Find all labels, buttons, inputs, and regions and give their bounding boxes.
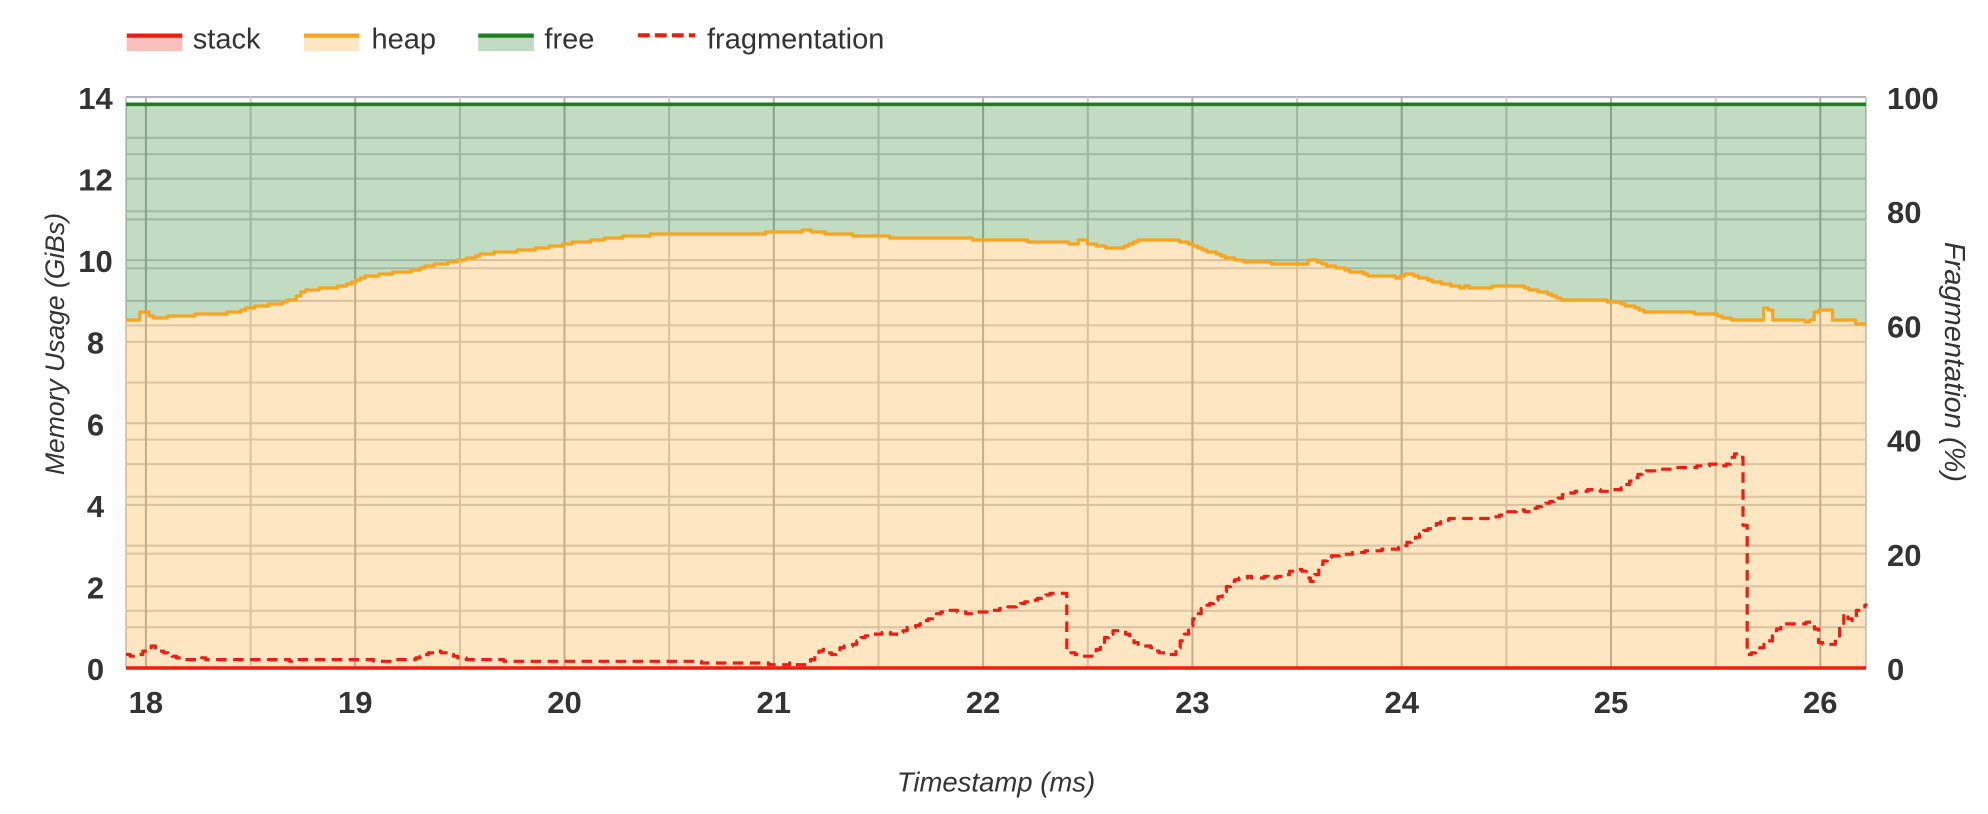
svg-text:21: 21 (757, 685, 791, 720)
svg-text:23: 23 (1175, 685, 1209, 720)
svg-text:0: 0 (87, 652, 104, 687)
svg-text:100: 100 (1887, 81, 1939, 116)
svg-text:24: 24 (1384, 685, 1419, 720)
svg-text:4: 4 (87, 489, 105, 524)
svg-text:14: 14 (78, 81, 113, 116)
svg-text:20: 20 (1887, 538, 1921, 573)
svg-text:8: 8 (87, 326, 104, 361)
svg-text:free: free (544, 24, 594, 56)
svg-text:heap: heap (372, 24, 437, 56)
svg-text:60: 60 (1887, 309, 1921, 344)
svg-text:20: 20 (547, 685, 581, 720)
svg-text:18: 18 (129, 685, 163, 720)
svg-text:Timestamp (ms): Timestamp (ms) (897, 767, 1095, 798)
svg-text:40: 40 (1887, 424, 1921, 459)
svg-text:26: 26 (1803, 685, 1837, 720)
svg-text:6: 6 (87, 407, 104, 442)
svg-text:Fragmentation (%): Fragmentation (%) (1938, 242, 1970, 482)
svg-text:25: 25 (1594, 685, 1628, 720)
svg-text:22: 22 (966, 685, 1000, 720)
svg-text:10: 10 (78, 244, 112, 279)
svg-text:12: 12 (78, 163, 112, 198)
svg-text:80: 80 (1887, 195, 1921, 230)
svg-text:2: 2 (87, 570, 104, 605)
svg-text:19: 19 (338, 685, 372, 720)
svg-text:Memory Usage (GiBs): Memory Usage (GiBs) (40, 213, 70, 475)
svg-text:fragmentation: fragmentation (707, 24, 884, 56)
svg-text:0: 0 (1887, 652, 1904, 687)
svg-text:stack: stack (193, 24, 261, 56)
